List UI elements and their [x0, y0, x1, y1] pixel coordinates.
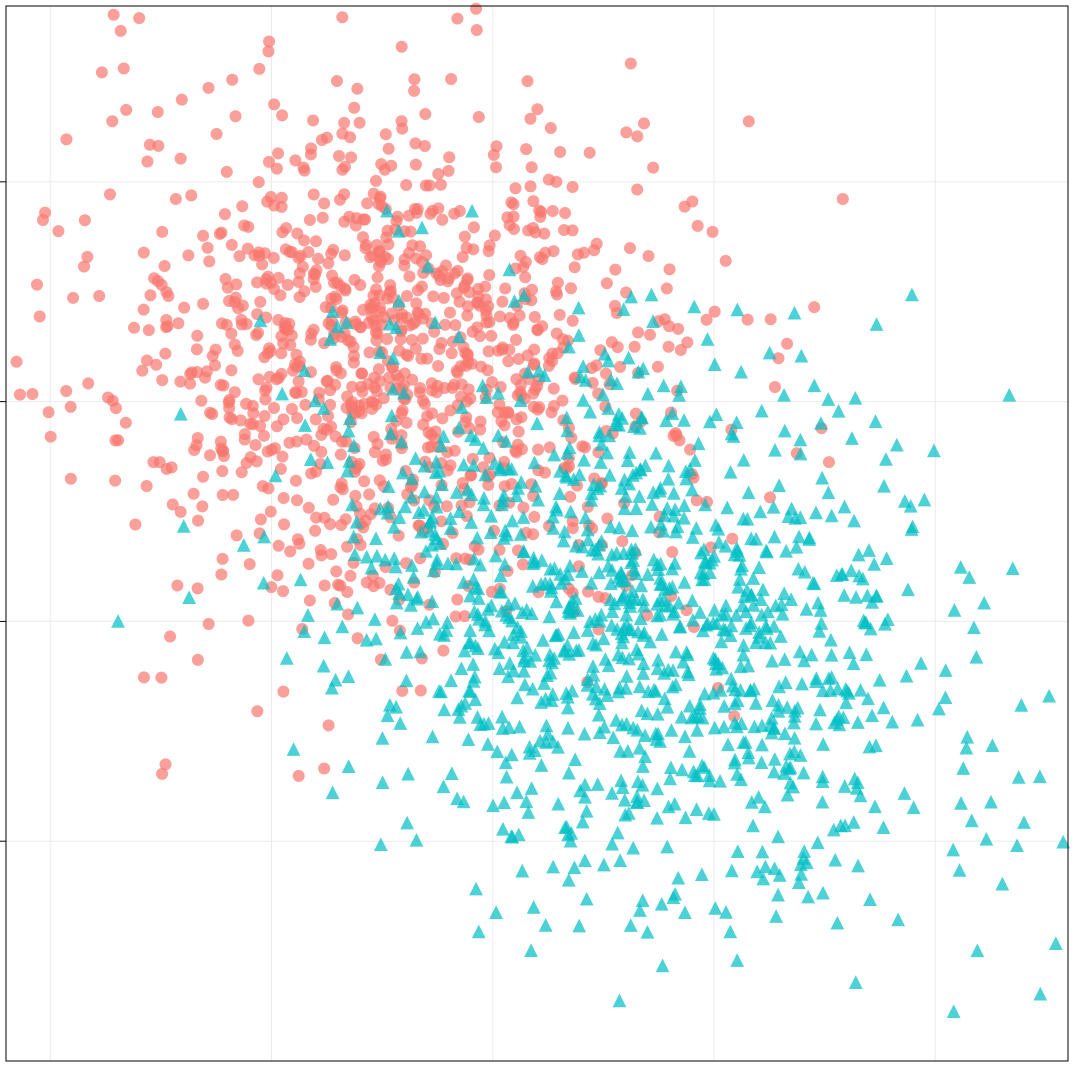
- scatter-chart-svg: [0, 0, 1074, 1067]
- scatter-chart: [0, 0, 1074, 1067]
